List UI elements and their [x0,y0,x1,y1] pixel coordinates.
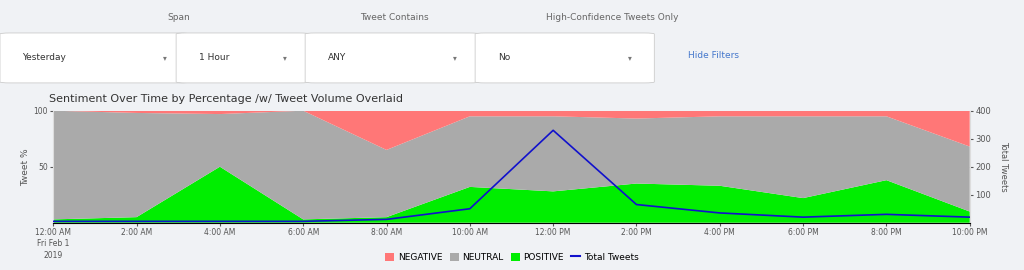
FancyBboxPatch shape [475,33,654,83]
Text: ▾: ▾ [283,53,287,62]
Legend: NEGATIVE, NEUTRAL, POSITIVE, Total Tweets: NEGATIVE, NEUTRAL, POSITIVE, Total Tweet… [382,249,642,265]
Y-axis label: Total Tweets: Total Tweets [998,141,1008,192]
Text: 1 Hour: 1 Hour [199,53,229,62]
Text: ANY: ANY [328,53,346,62]
FancyBboxPatch shape [176,33,309,83]
Text: Tweet Contains: Tweet Contains [359,14,429,22]
Text: Span: Span [168,14,190,22]
Text: Yesterday: Yesterday [23,53,67,62]
Text: Hide Filters: Hide Filters [688,52,739,60]
Text: ▾: ▾ [163,53,167,62]
Text: High-Confidence Tweets Only: High-Confidence Tweets Only [546,14,679,22]
Text: ▾: ▾ [628,53,632,62]
FancyBboxPatch shape [305,33,479,83]
Text: ▾: ▾ [453,53,457,62]
Y-axis label: Tweet %: Tweet % [22,148,31,185]
Text: Sentiment Over Time by Percentage /w/ Tweet Volume Overlaid: Sentiment Over Time by Percentage /w/ Tw… [49,94,403,104]
FancyBboxPatch shape [0,33,189,83]
Text: No: No [498,53,510,62]
